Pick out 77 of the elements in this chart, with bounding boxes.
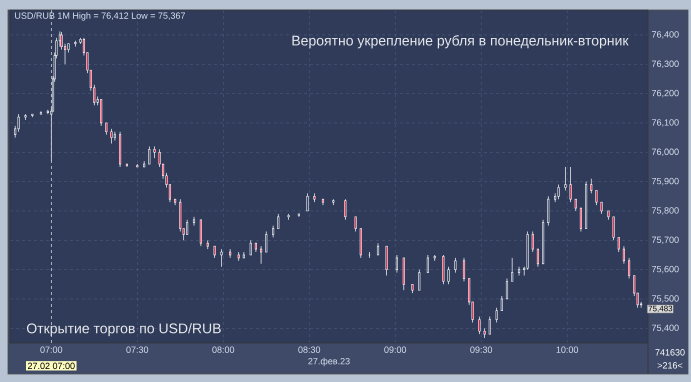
candlestick xyxy=(260,246,262,264)
candlestick xyxy=(386,246,388,276)
candlestick xyxy=(558,184,560,200)
candlestick xyxy=(100,99,102,126)
candlestick xyxy=(496,307,498,323)
candlestick xyxy=(612,216,615,241)
candlestick xyxy=(105,122,108,136)
y-tick-label: 75,700 xyxy=(652,236,679,244)
y-tick-label: 76,300 xyxy=(652,60,679,68)
candlestick xyxy=(547,196,550,226)
candlestick xyxy=(272,225,274,238)
candlestick xyxy=(484,328,486,338)
y-tick-label: 75,800 xyxy=(652,207,679,215)
x-tick-label: 07:00 xyxy=(40,346,62,353)
text: 27.02 07:00 xyxy=(28,362,75,370)
candlestick xyxy=(511,258,514,282)
x-tick-label: 09:00 xyxy=(384,346,406,353)
annotation: Вероятно укрепление рубля в понедельник-вторник xyxy=(292,35,629,48)
candlestick xyxy=(478,316,481,335)
x-axis-title: 27.фев.23 xyxy=(308,358,350,366)
candlestick xyxy=(590,178,592,194)
candlestick xyxy=(574,198,577,212)
candlestick xyxy=(200,219,202,247)
y-tick-label: 75,500 xyxy=(652,295,679,303)
chart-title: USD/RUB 1M High = 76,412 Low = 75,367 xyxy=(15,12,186,21)
candlestick xyxy=(265,231,268,252)
candlestick xyxy=(622,246,625,264)
candlestick xyxy=(595,190,598,206)
candlestick xyxy=(110,128,113,144)
annotation: 75,483 xyxy=(648,306,672,312)
x-tick-label: 09:30 xyxy=(470,346,492,353)
candlestick xyxy=(250,240,252,256)
candlestick xyxy=(500,296,503,312)
candlestick xyxy=(600,202,603,214)
candlestick xyxy=(186,219,188,235)
candlestick xyxy=(506,278,508,300)
candlestick xyxy=(60,32,63,50)
candlestick xyxy=(306,193,309,212)
y-tick-label: 76,000 xyxy=(652,148,679,156)
candlestick xyxy=(288,214,290,220)
y-tick-label: 75,400 xyxy=(652,324,679,332)
annotation: Открытие торгов по USD/RUB xyxy=(26,323,221,336)
candlestick xyxy=(277,214,280,229)
candlestick xyxy=(153,146,156,158)
candlestick xyxy=(618,237,620,252)
x-tick-label: 08:00 xyxy=(212,346,234,353)
candlestick xyxy=(214,246,216,258)
text: >216< xyxy=(658,362,682,369)
candlestick xyxy=(344,198,346,220)
candlestick xyxy=(564,166,567,191)
y-tick-label: 76,100 xyxy=(652,119,679,127)
candlestick xyxy=(536,248,540,268)
y-tick-label: 76,200 xyxy=(652,90,679,98)
y-tick-label: 76,400 xyxy=(652,31,679,39)
candlestick xyxy=(426,254,429,273)
y-tick-label: 75,600 xyxy=(652,266,679,274)
text: 741630 xyxy=(655,349,685,356)
candlestick xyxy=(24,114,27,120)
candlestick xyxy=(454,258,456,273)
x-tick-label: 08:30 xyxy=(298,346,320,353)
candlestick xyxy=(462,258,466,282)
candlestick xyxy=(354,216,357,232)
candlestick xyxy=(580,208,582,232)
candlestick xyxy=(396,254,398,273)
candlestick xyxy=(628,258,630,279)
x-tick-label: 07:30 xyxy=(126,346,148,353)
candlestick xyxy=(220,248,223,268)
candlestick xyxy=(376,242,380,256)
candlestick xyxy=(148,146,150,164)
x-tick-label: 10:00 xyxy=(556,346,578,353)
candlestick xyxy=(418,269,420,291)
candlestick xyxy=(447,266,450,285)
y-tick-label: 75,900 xyxy=(652,178,679,186)
candlestick xyxy=(488,316,491,335)
candlestick xyxy=(18,114,20,132)
candlestick xyxy=(570,166,572,203)
candlestick xyxy=(532,231,534,252)
